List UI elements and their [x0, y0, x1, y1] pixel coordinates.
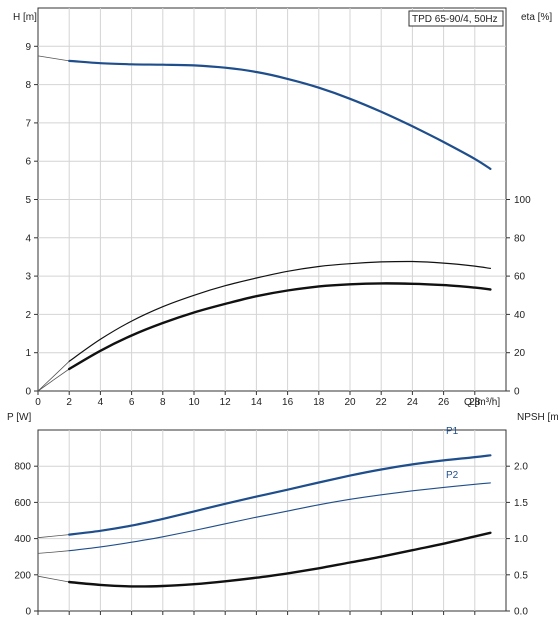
bottom-extrapolation-segment: [37, 550, 70, 554]
top-left-tick-label: 1: [25, 348, 31, 359]
chart-title: TPD 65-90/4, 50Hz: [412, 14, 498, 25]
legend-label-p1: P1: [446, 426, 459, 437]
top-left-tick-label: 5: [25, 195, 31, 206]
bottom-series-lines: [37, 454, 492, 588]
top-right-tick-label: 80: [514, 233, 526, 244]
top-right-tick-label: 60: [514, 272, 526, 283]
x-tick-label: 28: [469, 397, 481, 408]
x-tick-label: 22: [376, 397, 388, 408]
top-right-tick-label: 20: [514, 348, 526, 359]
x-tick-label: 20: [344, 397, 356, 408]
top-extrapolation-segment: [37, 55, 70, 62]
bottom-tick-labels: 0 200 400 600 800 0.0 0.5 1.0 1.5 2.0: [14, 462, 528, 618]
title-box: [408, 10, 504, 27]
bottom-series-line-0: [68, 454, 492, 536]
x-tick-label: 10: [188, 397, 200, 408]
bottom-right-axis-label-npsh: NPSH [m]: [517, 412, 558, 423]
bottom-series-line-2: [68, 531, 492, 588]
x-tick-label: 16: [282, 397, 294, 408]
top-left-tick-label: 9: [25, 42, 31, 53]
bottom-series-line-1: [68, 482, 491, 552]
bottom-right-tick-label: 1.5: [514, 498, 528, 509]
top-right-axis-label-eta: eta [%]: [521, 12, 552, 23]
x-tick-label: 14: [251, 397, 263, 408]
top-series-line-1: [68, 260, 491, 362]
bottom-extrapolation-segment: [37, 575, 70, 583]
top-left-tick-label: 3: [25, 272, 31, 283]
bottom-extrapolation-segment: [37, 534, 70, 539]
top-right-tick-label: 40: [514, 310, 526, 321]
x-tick-label: 0: [35, 397, 41, 408]
top-left-tick-label: 8: [25, 80, 31, 91]
x-tick-label: 12: [220, 397, 232, 408]
bottom-right-tick-label: 2.0: [514, 462, 528, 473]
top-series-line-2: [68, 282, 492, 371]
top-series-line-0: [68, 59, 492, 170]
top-left-tick-label: 0: [25, 387, 31, 398]
x-tick-label: 2: [66, 397, 72, 408]
top-left-tick-label: 4: [25, 233, 31, 244]
x-tick-label: 26: [438, 397, 450, 408]
bottom-left-tick-label: 0: [25, 607, 31, 618]
x-tick-label: 24: [407, 397, 419, 408]
bottom-left-tick-label: 800: [14, 462, 31, 473]
x-tick-label: 4: [98, 397, 104, 408]
top-left-tick-label: 7: [25, 118, 31, 129]
top-extrapolation-segment: [37, 368, 70, 392]
x-axis-label: Q [m³/h]: [464, 397, 500, 408]
top-left-axis-label-h: H [m]: [13, 12, 37, 23]
top-left-tick-label: 2: [25, 310, 31, 321]
bottom-plot-area: [37, 429, 507, 612]
top-right-tick-label: 0: [514, 387, 520, 398]
power-npsh-chart: 0 200 400 600 800 0.0 0.5 1.0 1.5 2.0 P [W] NPSH …: [7, 412, 558, 618]
bottom-right-tick-label: 0.5: [514, 570, 528, 581]
bottom-left-tick-label: 600: [14, 498, 31, 509]
bottom-right-tick-label: 0.0: [514, 607, 528, 618]
bottom-left-tick-label: 200: [14, 570, 31, 581]
x-tick-label: 18: [313, 397, 325, 408]
x-tick-label: 6: [129, 397, 135, 408]
bottom-right-tick-label: 1.0: [514, 534, 528, 545]
bottom-left-tick-label: 400: [14, 534, 31, 545]
x-tick-label: 8: [160, 397, 166, 408]
top-series-lines: [37, 55, 492, 392]
bottom-left-axis-label-p: P [W]: [7, 412, 31, 423]
top-left-tick-label: 6: [25, 157, 31, 168]
legend-label-p2: P2: [446, 470, 459, 481]
top-right-tick-label: 100: [514, 195, 531, 206]
